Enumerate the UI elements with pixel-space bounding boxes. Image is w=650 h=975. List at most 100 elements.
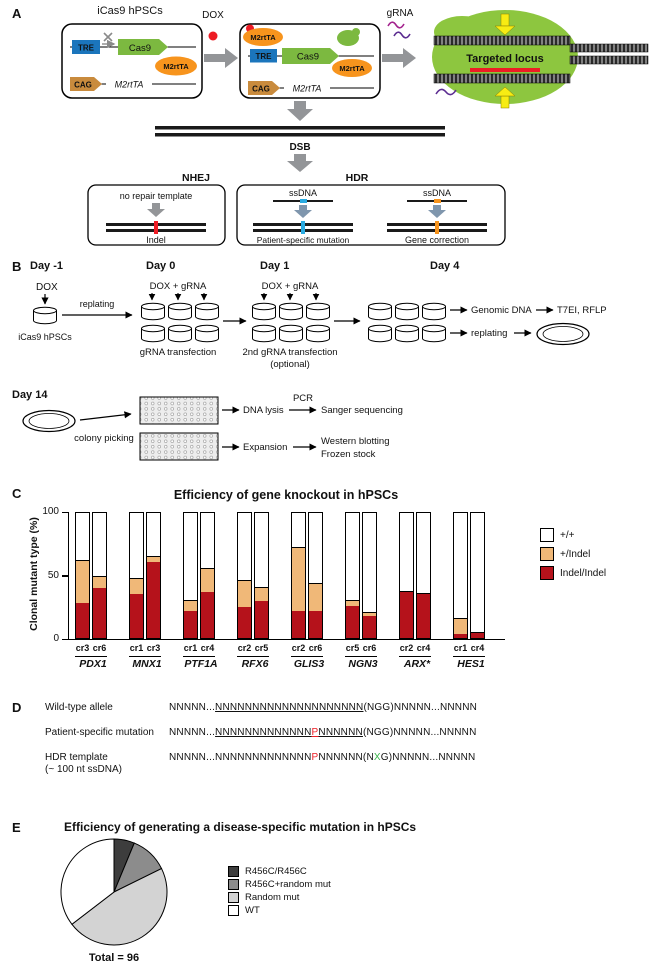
targeted-locus-label: Targeted locus (466, 53, 543, 65)
sequence-row-label-line: (~ 100 nt ssDNA) (45, 764, 122, 775)
x-axis-clone-label: cr1 (183, 643, 198, 653)
stacked-bar (129, 512, 144, 639)
panel-e-label: E (12, 820, 21, 835)
dna-hatched-bar (433, 35, 571, 46)
cag-promoter-arrow (248, 81, 280, 95)
legend-swatch (540, 528, 554, 542)
day4-label: Day 4 (430, 260, 460, 272)
x-axis-clone-label: cr6 (92, 643, 107, 653)
cut-site-arrow-icon (500, 95, 510, 109)
panel-e: E Efficiency of generating a disease-spe… (0, 820, 650, 975)
ssdna-label: ssDNA (423, 188, 451, 198)
sequence-row-label: Wild-type allele (45, 702, 165, 714)
legend-item: R456C/R456C (228, 866, 331, 877)
day14-label: Day 14 (12, 389, 48, 401)
bar-segment-het-indel (76, 559, 89, 603)
tre-promoter-box (250, 49, 277, 63)
legend-swatch (540, 566, 554, 580)
grna-squiggle-icon (387, 21, 405, 29)
x-axis-clone-label: cr4 (416, 643, 431, 653)
culture-dish-icon (422, 302, 446, 321)
no-repair-template-label: no repair template (120, 191, 193, 201)
arrow-down-icon (287, 154, 313, 172)
bar-segment-het-indel (184, 599, 197, 611)
legend-label: Indel/Indel (560, 567, 607, 579)
gene-name-label: GLIS3 (293, 658, 325, 670)
gene-bracket-line (399, 656, 431, 657)
stacked-bar (291, 512, 306, 639)
correction-mark-orange (435, 221, 439, 234)
tre-label: TRE (78, 44, 95, 53)
dox-grna-label: DOX + gRNA (150, 281, 207, 292)
sequence-row: HDR template (~ 100 nt ssDNA) NNNNN...NNNN… (45, 752, 477, 776)
optional-label: (optional) (270, 359, 310, 370)
expansion-label: Expansion (243, 442, 287, 453)
sequence-segment: NNNNNNNNNNNNN (215, 727, 312, 738)
sequence-row-label-line: Patient-specific mutation (45, 727, 154, 738)
arrow-right-icon (204, 48, 238, 68)
gene-correction-label: Gene correction (405, 235, 469, 245)
bar-segment-indel-indel (184, 609, 197, 638)
pcr-label: PCR (293, 393, 313, 404)
grna-squiggle-icon (435, 88, 457, 96)
culture-dish-icon (195, 302, 219, 321)
cut-site-arrow-icon (500, 13, 510, 27)
arrow-down-icon (287, 101, 313, 121)
stacked-bar (399, 512, 414, 639)
replating-label: replating (80, 299, 115, 309)
sequence-row-label-line: Wild-type allele (45, 702, 113, 713)
panel-c: C Efficiency of gene knockout in hPSCs C… (0, 486, 650, 700)
legend-swatch (540, 547, 554, 561)
mutation-mark-blue (300, 199, 307, 203)
pie-chart (60, 838, 168, 946)
genomic-dna-label: Genomic DNA (471, 305, 532, 316)
stacked-bar (75, 512, 90, 639)
bar-segment-indel-indel (309, 609, 322, 638)
culture-dish-icon (395, 302, 419, 321)
icas9-hpscs-title: iCas9 hPSCs (97, 5, 163, 17)
sequence-text: NNNNN...NNNNNNNNNNNNNPNNNNNN(NXG)NNNNN..… (169, 752, 475, 764)
cas9-gene-box (282, 48, 339, 64)
dna-strand-bar (155, 126, 445, 130)
m2rtta-gene-label: M2rtTA (293, 84, 322, 94)
mutation-mark-blue (301, 221, 305, 234)
pie-total-label: Total = 96 (88, 952, 140, 964)
bar-segment-indel-indel (238, 605, 251, 638)
grna-squiggle-icon (393, 31, 411, 39)
legend-swatch (228, 892, 239, 903)
x-axis-clone-label: cr2 (399, 643, 414, 653)
dna-hatched-bar (433, 73, 571, 84)
sanger-label: Sanger sequencing (321, 405, 403, 416)
cag-promoter-arrow (70, 77, 102, 91)
bar-segment-indel-indel (363, 614, 376, 638)
cas9-label: Cas9 (297, 52, 319, 63)
bar-segment-indel-indel (471, 632, 484, 638)
panel-d: D Wild-type allele NNNNN...NNNNNNNNNNNNNN… (0, 700, 650, 795)
panel-b-label: B (12, 259, 21, 274)
colony-picking-label: colony picking (74, 433, 134, 444)
bar-segment-indel-indel (255, 599, 268, 638)
x-axis-clone-label: cr2 (237, 643, 252, 653)
hdr-label: HDR (346, 172, 369, 184)
stacked-bar (237, 512, 252, 639)
bar-segment-het-indel (255, 587, 268, 601)
indel-mark (154, 221, 158, 234)
bar-segment-indel-indel (292, 609, 305, 638)
sequence-segment: X (373, 752, 381, 763)
culture-dish-icon (252, 302, 276, 321)
dna-hatched-bar (569, 43, 649, 53)
large-dish-icon (536, 322, 590, 346)
gene-bracket-line (345, 656, 377, 657)
sequence-text: NNNNN...NNNNNNNNNNNNNPNNNNNN(NGG)NNNNN..… (169, 727, 477, 739)
legend-item: R456C+random mut (228, 879, 331, 890)
sequence-row: Wild-type allele NNNNN...NNNNNNNNNNNNNNNN… (45, 702, 477, 714)
x-axis-clone-label: cr1 (453, 643, 468, 653)
sequence-row-label: HDR template (~ 100 nt ssDNA) (45, 752, 165, 776)
x-axis-clone-label: cr5 (254, 643, 269, 653)
dna-strand-bar (155, 133, 445, 137)
pie-chart-title: Efficiency of generating a disease-speci… (64, 820, 417, 834)
legend-swatch (228, 879, 239, 890)
sequence-segment: G)NNNNN...NNNNN (380, 752, 476, 763)
bar-segment-indel-indel (147, 560, 160, 638)
indel-label: Indel (146, 235, 166, 245)
